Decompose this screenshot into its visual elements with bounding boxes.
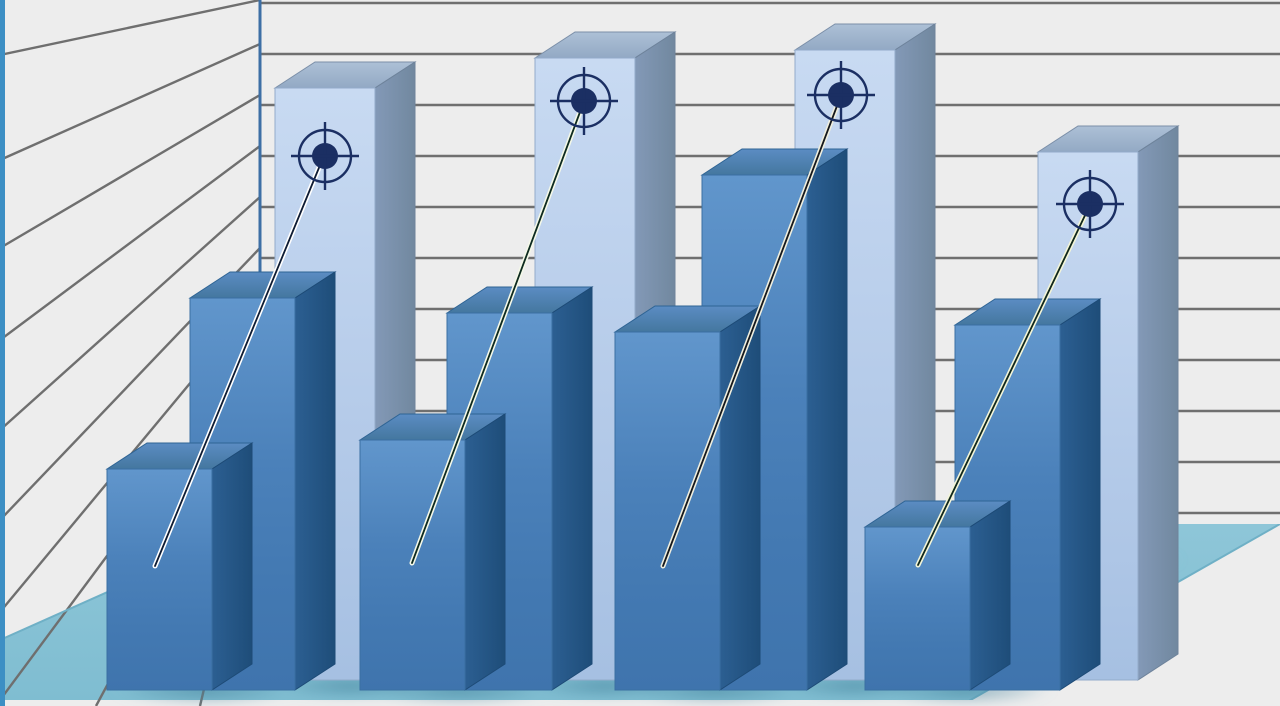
pointer-core [917, 206, 1090, 566]
target-marker-4[interactable] [1056, 170, 1124, 238]
bar-side-face [464, 413, 506, 691]
front-bar-3[interactable] [358, 413, 507, 691]
pointer-line-3 [660, 95, 843, 569]
target-marker-1[interactable] [291, 122, 359, 190]
bar-side-face [969, 500, 1011, 691]
front-bar-7[interactable] [863, 500, 1012, 691]
bar-front-face [614, 331, 721, 691]
pointer-line-4 [915, 204, 1092, 568]
front-bar-5[interactable] [613, 305, 762, 691]
pointer-core [154, 157, 324, 567]
pointer-lines [152, 95, 1092, 569]
bar-side-face [294, 271, 336, 691]
bar-side-face [806, 148, 848, 691]
bar-side-face [1059, 298, 1101, 691]
bar-side-face [551, 286, 593, 691]
pointer-core [411, 103, 584, 564]
left-edge-strip [0, 0, 5, 706]
front-bar-1[interactable] [105, 442, 254, 691]
bar-front-face [864, 526, 971, 691]
target-marker-3[interactable] [807, 61, 875, 129]
front-bar-group [105, 305, 1012, 691]
bar-side-face [1137, 125, 1179, 681]
bar-side-face [211, 442, 253, 691]
target-marker-2[interactable] [550, 67, 618, 135]
bar-front-face [106, 468, 213, 691]
floor-bottom-strip [0, 700, 1280, 706]
target-markers [291, 61, 1124, 238]
pointer-line-2 [409, 101, 586, 566]
pointer-line-1 [152, 155, 326, 569]
pointer-core [662, 97, 841, 567]
